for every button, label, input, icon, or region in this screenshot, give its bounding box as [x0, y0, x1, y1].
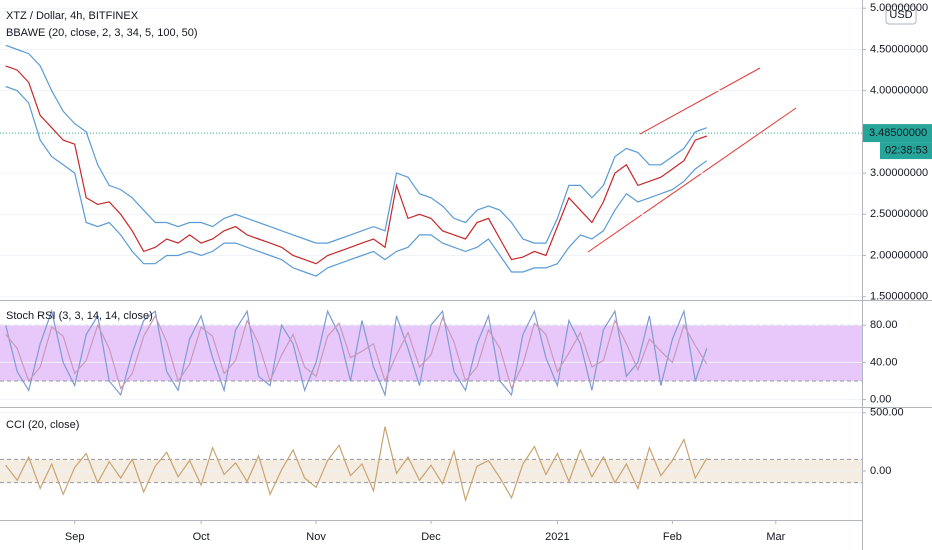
y-tick-label: 40.00: [870, 356, 898, 368]
y-tick-label: 0.00: [870, 465, 891, 477]
series-line: [5, 44, 708, 244]
y-tick-label: 80.00: [870, 319, 898, 331]
countdown-label: 02:38:53: [885, 145, 928, 157]
x-tick-label: Nov: [306, 531, 326, 543]
trend-line: [639, 67, 761, 135]
series-line: [5, 85, 708, 277]
x-tick-label: Oct: [193, 531, 210, 543]
x-tick-label: Mar: [766, 531, 785, 543]
indicator-label: BBAWE (20, close, 2, 3, 34, 5, 100, 50): [6, 27, 198, 39]
x-tick-label: Feb: [663, 531, 682, 543]
series-line: [5, 309, 708, 398]
y-tick-label: 0.00: [870, 393, 891, 405]
trend-line: [587, 107, 797, 253]
y-tick-label: 2.00000000: [870, 249, 928, 261]
y-tick-label: 3.00000000: [870, 167, 928, 179]
indicator-label: Stoch RSI (3, 3, 14, 14, close): [6, 310, 153, 322]
x-tick-label: 2021: [545, 531, 569, 543]
last-price-tag: [863, 124, 932, 143]
countdown-tag: [880, 142, 932, 160]
x-tick-label: Dec: [421, 531, 441, 543]
y-tick-label: 500.00: [870, 407, 904, 419]
indicator-label: CCI (20, close): [6, 419, 79, 431]
currency-label[interactable]: USD: [889, 9, 912, 21]
y-tick-label: 2.50000000: [870, 208, 928, 220]
series-line: [5, 426, 708, 503]
series-line: [5, 314, 708, 391]
y-tick-label: 4.00000000: [870, 85, 928, 97]
currency-button[interactable]: [885, 5, 917, 25]
y-tick-label: 5.00000000: [870, 2, 928, 14]
y-tick-label: 4.50000000: [870, 43, 928, 55]
series-line: [5, 65, 708, 265]
last-price-label: 3.48500000: [869, 127, 927, 139]
y-tick-label: 1.50000000: [870, 291, 928, 303]
chart-title: XTZ / Dollar, 4h, BITFINEX: [6, 10, 139, 22]
x-tick-label: Sep: [65, 531, 85, 543]
